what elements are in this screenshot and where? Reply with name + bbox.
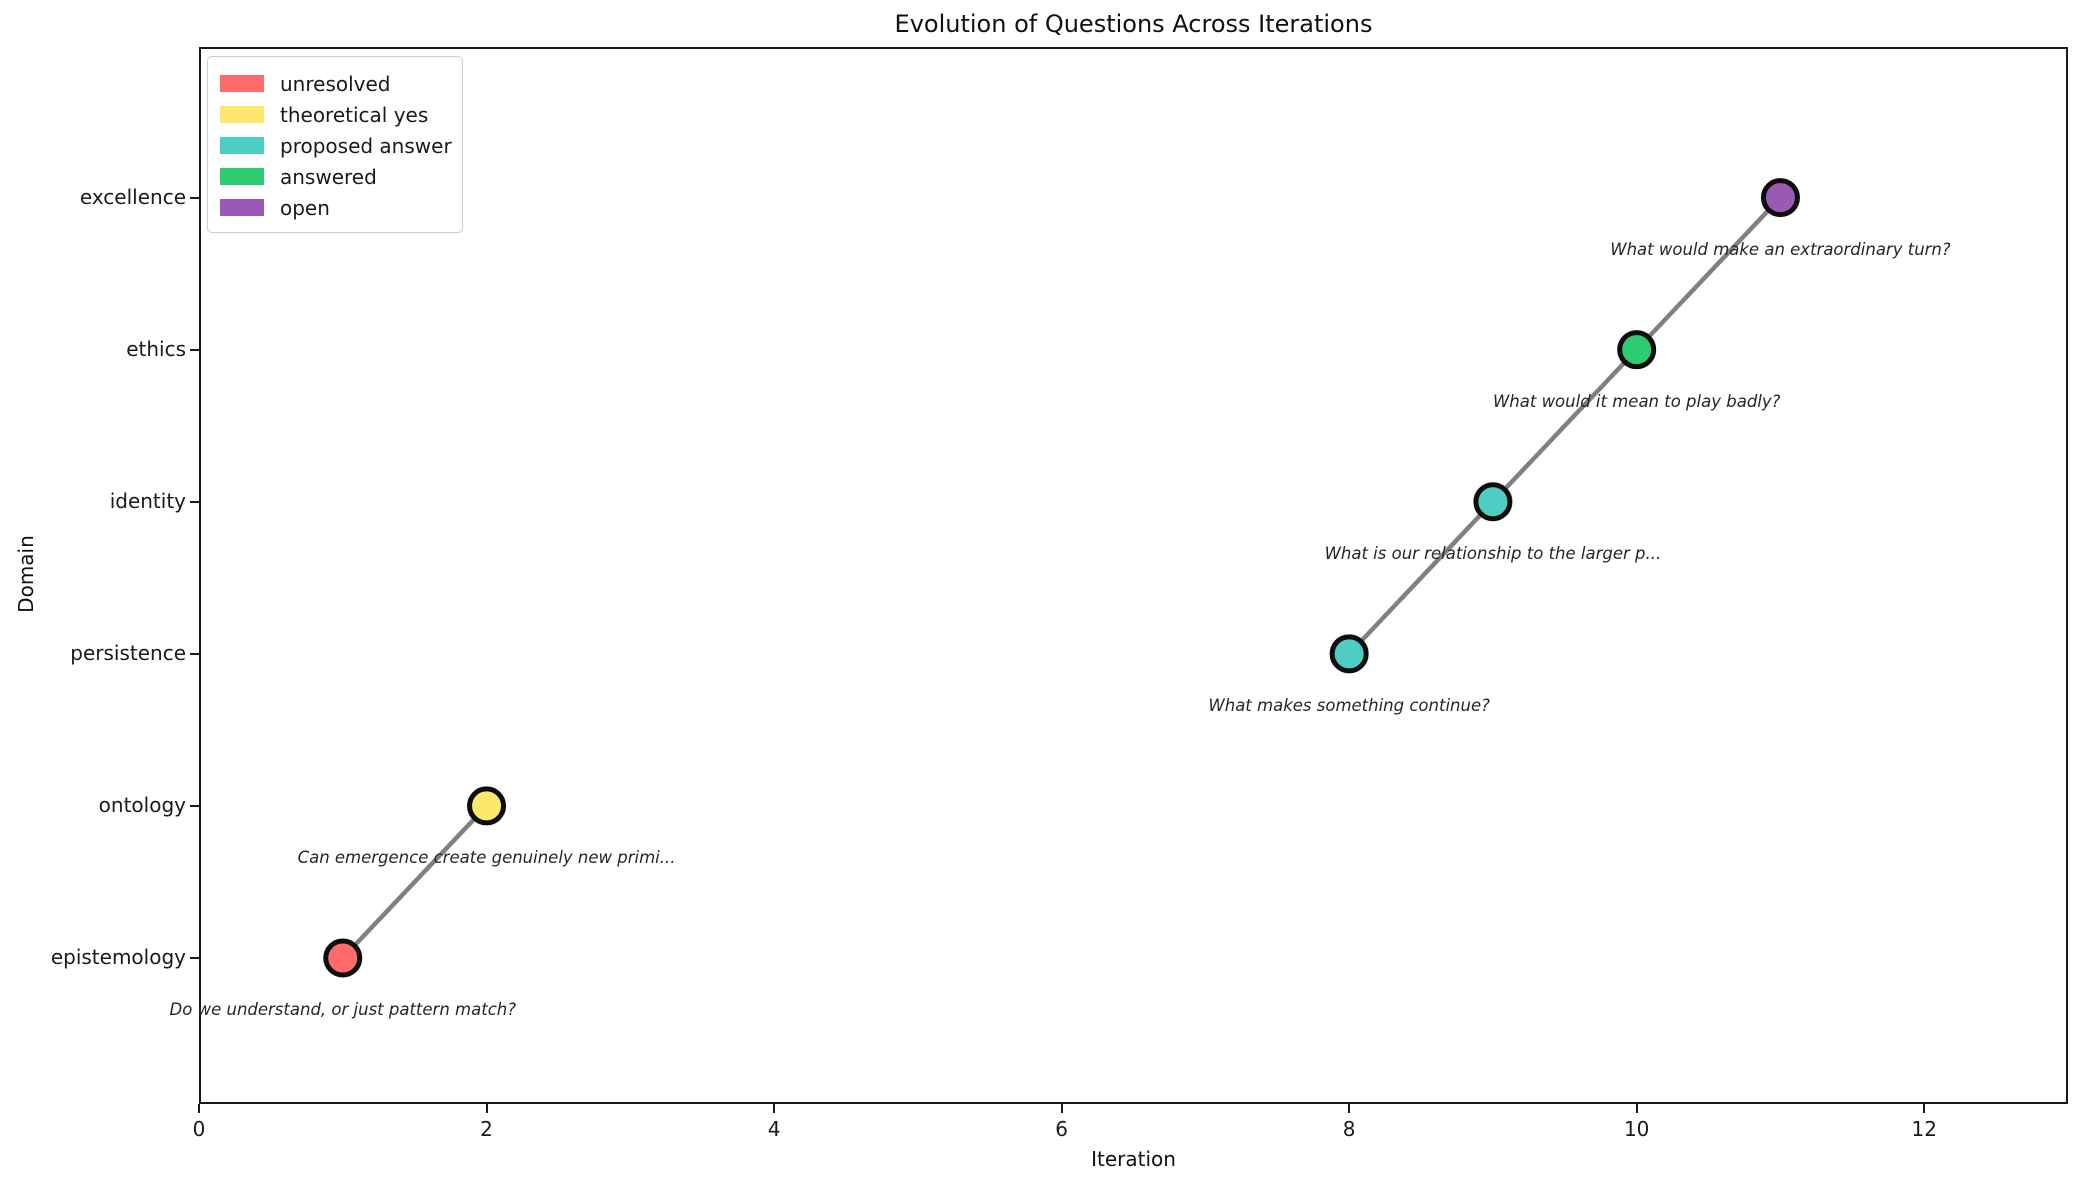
legend-label: unresolved	[280, 71, 391, 96]
annotation-ethics: What would it mean to play badly?	[1492, 391, 1781, 411]
x-tick-label: 4	[767, 1117, 781, 1141]
x-tick-label: 12	[1911, 1117, 1937, 1141]
x-tick-mark	[1060, 1104, 1063, 1113]
legend-label: proposed answer	[280, 133, 452, 158]
legend-label: open	[280, 195, 330, 220]
y-tick-label-excellence: excellence	[79, 184, 186, 209]
y-tick-label-ethics: ethics	[126, 336, 186, 361]
y-axis-label: Domain	[14, 535, 38, 613]
y-tick-mark	[190, 196, 199, 199]
y-tick-mark	[190, 500, 199, 503]
y-tick-mark	[190, 652, 199, 655]
x-tick-mark	[198, 1104, 200, 1113]
legend-swatch-icon	[220, 137, 264, 154]
x-tick-label: 0	[192, 1117, 206, 1141]
legend-item-answered: answered	[220, 161, 450, 192]
legend-swatch-icon	[220, 199, 264, 216]
x-axis-label: Iteration	[1091, 1147, 1176, 1171]
y-tick-label-ontology: ontology	[98, 792, 186, 817]
legend-item-unresolved: unresolved	[220, 68, 450, 99]
x-tick-label: 2	[480, 1117, 493, 1141]
x-tick-label: 6	[1055, 1117, 1068, 1141]
x-tick-label: 8	[1342, 1117, 1356, 1141]
legend-label: theoretical yes	[280, 102, 429, 127]
y-tick-label-epistemology: epistemology	[50, 944, 186, 969]
legend-label: answered	[280, 164, 377, 189]
y-tick-mark	[190, 804, 199, 807]
x-tick-mark	[773, 1104, 776, 1113]
annotation-ontology: Can emergence create genuinely new primi…	[297, 847, 676, 867]
y-tick-mark	[190, 956, 199, 959]
plot-area	[199, 47, 2068, 1104]
x-tick-mark	[1923, 1104, 1926, 1113]
x-tick-label: 10	[1623, 1117, 1650, 1141]
legend-swatch-icon	[220, 106, 264, 123]
legend-swatch-icon	[220, 75, 264, 92]
legend-item-proposed-answer: proposed answer	[220, 130, 452, 161]
x-tick-mark	[1348, 1104, 1351, 1113]
annotation-epistemology: Do we understand, or just pattern match?	[169, 999, 516, 1019]
y-tick-mark	[190, 348, 199, 351]
y-tick-label-persistence: persistence	[70, 640, 186, 665]
y-tick-label-identity: identity	[109, 488, 186, 513]
legend-swatch-icon	[220, 168, 264, 185]
x-tick-mark	[1635, 1104, 1638, 1113]
annotation-persistence: What makes something continue?	[1208, 695, 1490, 715]
x-tick-mark	[485, 1104, 488, 1113]
legend: unresolved theoretical yes proposed answer…	[207, 56, 463, 233]
annotation-identity: What is our relationship to the larger p…	[1324, 543, 1662, 563]
annotation-excellence: What would make an extraordinary turn?	[1610, 239, 1951, 259]
legend-item-theoretical-yes: theoretical yes	[220, 99, 450, 130]
chart-title: Evolution of Questions Across Iterations	[894, 10, 1373, 38]
legend-item-open: open	[220, 192, 450, 223]
